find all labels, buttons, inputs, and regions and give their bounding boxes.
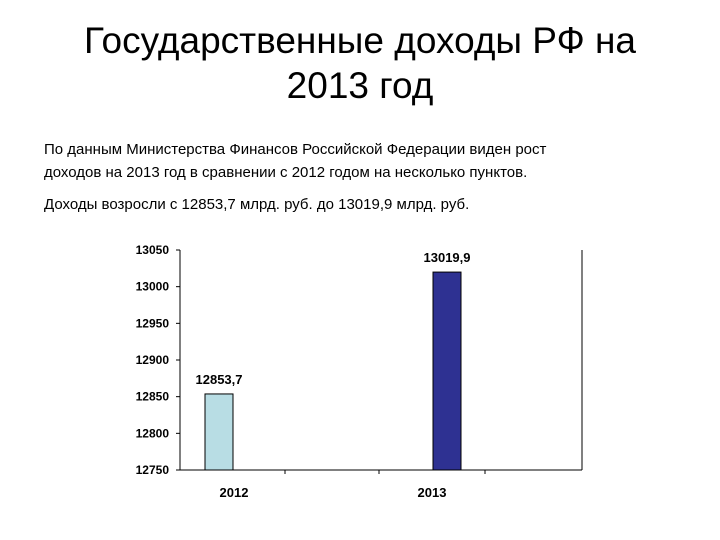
y-tick-label: 13050 (136, 243, 170, 257)
intro-paragraph-line2: доходов на 2013 год в сравнении с 2012 г… (44, 164, 528, 181)
revenue-paragraph: Доходы возросли с 12853,7 млрд. руб. до … (44, 196, 470, 213)
slide-title-line1: Государственные доходы РФ на (84, 20, 636, 61)
y-tick-label: 12850 (136, 390, 170, 404)
y-tick-label: 12750 (136, 463, 170, 477)
intro-paragraph: По данным Министерства Финансов Российск… (44, 138, 684, 184)
x-category-label-2012: 2012 (220, 485, 249, 500)
y-tick-label: 13000 (136, 280, 170, 294)
data-label-2012: 12853,7 (196, 372, 243, 387)
slide-title: Государственные доходы РФ на 2013 год (0, 18, 720, 108)
y-tick-label: 12800 (136, 426, 170, 440)
intro-paragraph-line1: По данным Министерства Финансов Российск… (44, 141, 547, 158)
y-tick-label: 12950 (136, 316, 170, 330)
x-category-label-2013: 2013 (418, 485, 447, 500)
bar-2013 (432, 271, 462, 471)
slide-title-line2: 2013 год (286, 65, 434, 106)
data-label-2013: 13019,9 (424, 250, 471, 265)
y-tick-label: 12900 (136, 353, 170, 367)
bar-2012 (204, 393, 234, 471)
